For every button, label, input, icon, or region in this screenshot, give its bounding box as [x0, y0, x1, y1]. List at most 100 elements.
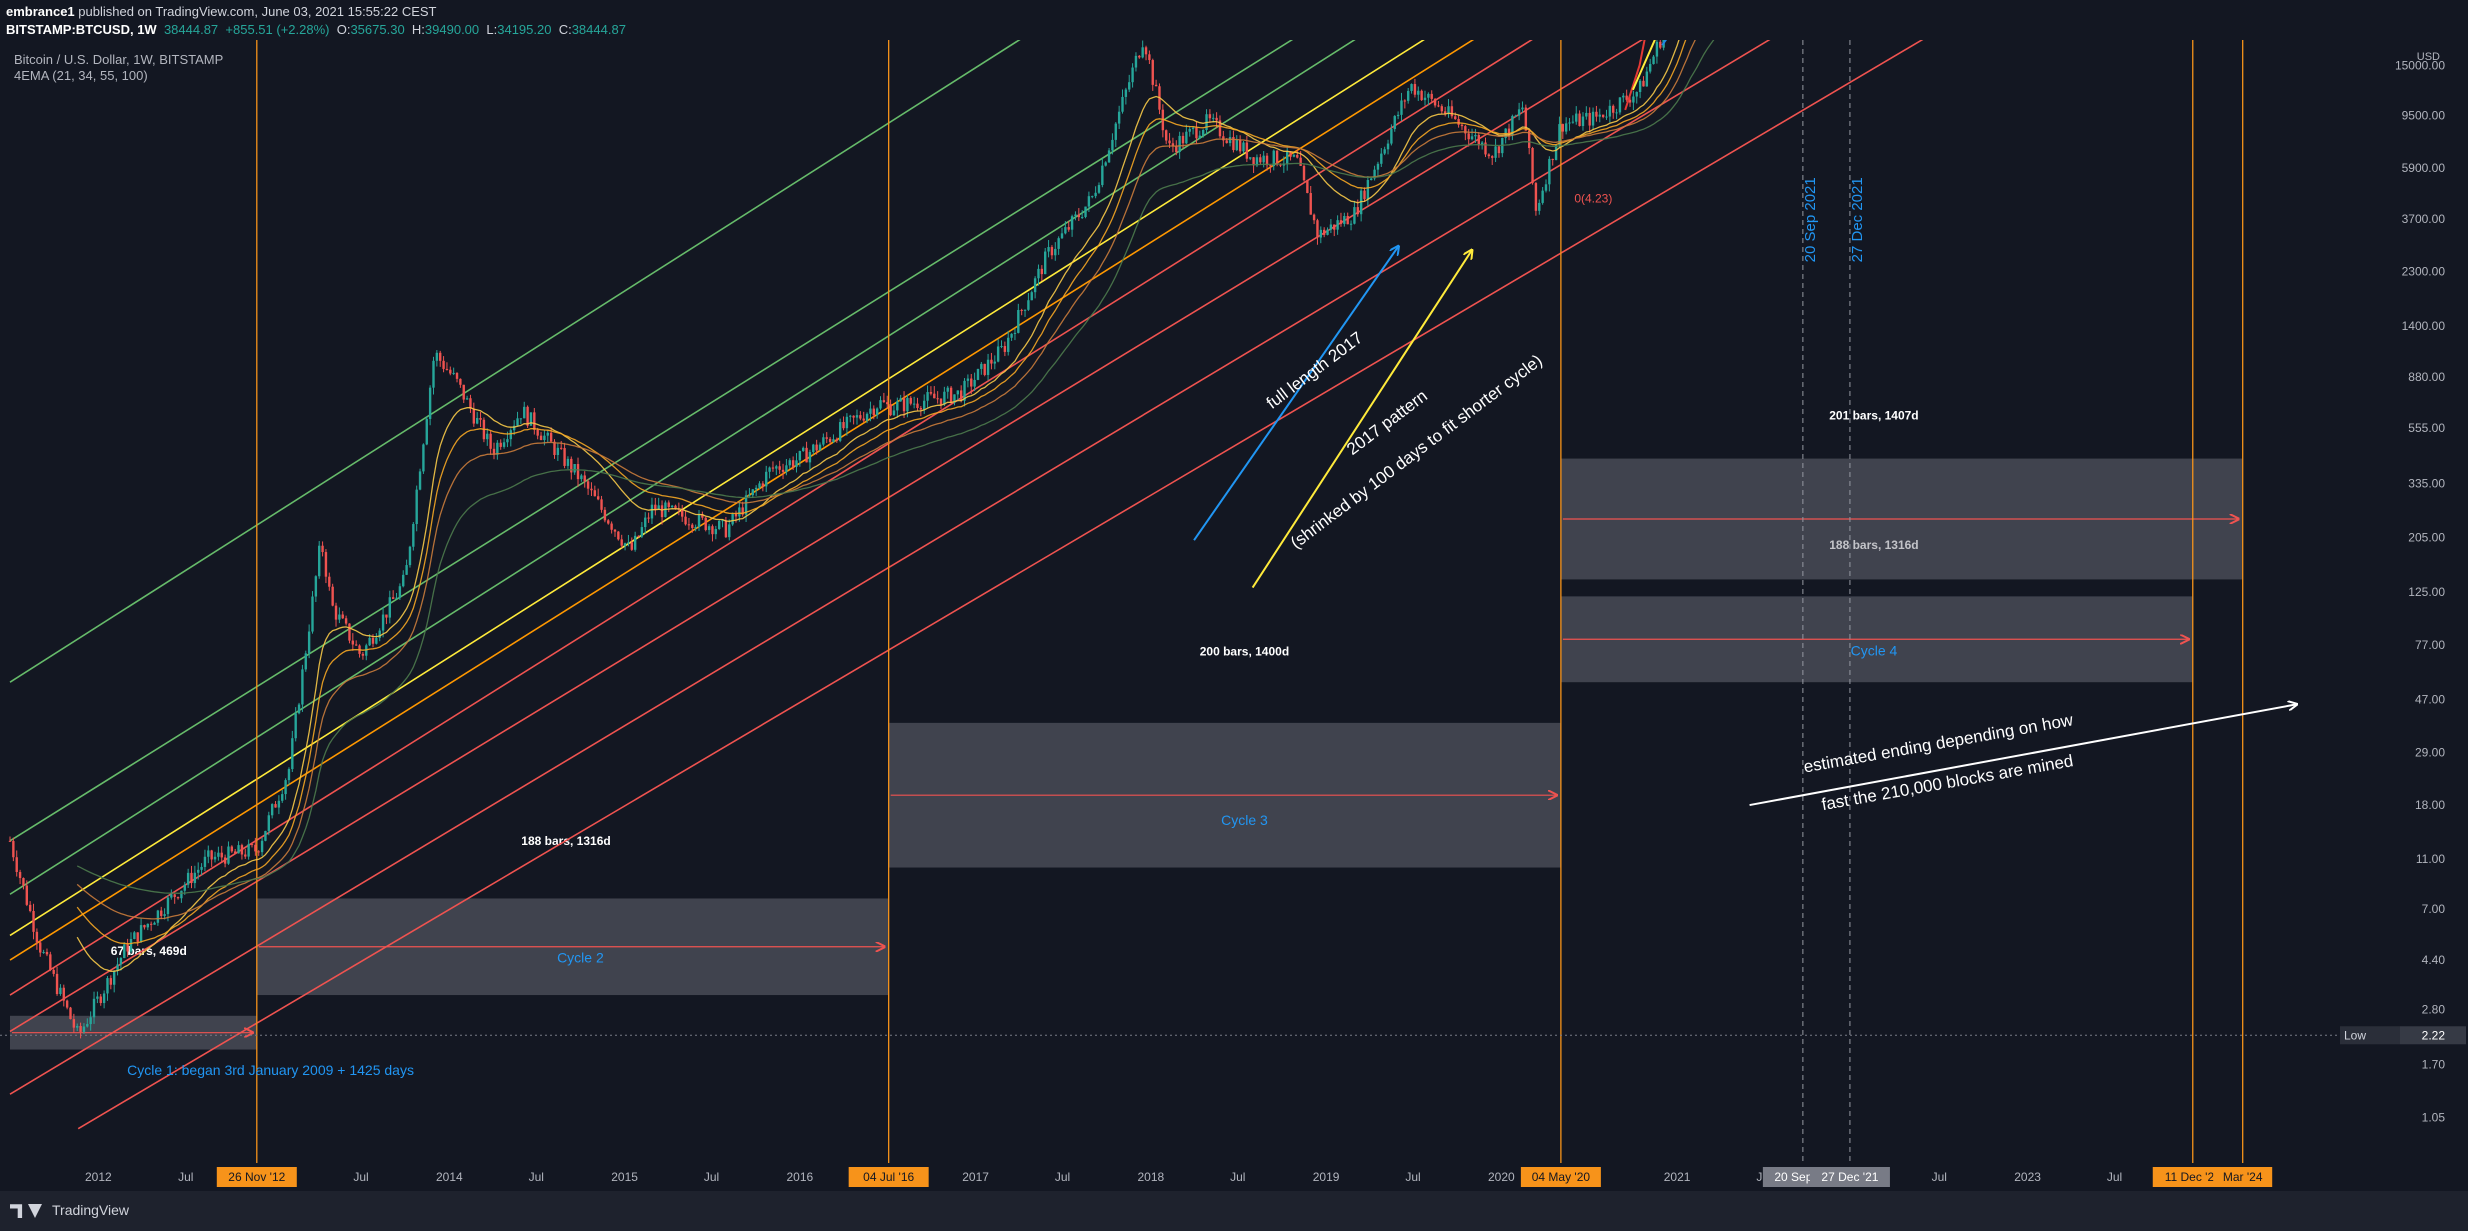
candle-body — [381, 614, 385, 631]
candle-body — [1003, 346, 1007, 352]
candle-body — [1454, 116, 1457, 120]
tradingview-logo[interactable]: TradingView — [10, 1202, 129, 1219]
candle-body — [213, 856, 217, 860]
candle-body — [697, 514, 701, 527]
candle-body — [371, 637, 375, 644]
cycle-date-badge: 04 May '20 — [1532, 1170, 1591, 1184]
candle-body — [556, 447, 560, 455]
candle-body — [549, 432, 553, 442]
candle-body — [785, 465, 788, 472]
price-tick-label: 125.00 — [2408, 585, 2445, 599]
candle-body — [1094, 192, 1097, 197]
candle-body — [220, 852, 223, 858]
candle-body — [1299, 157, 1302, 166]
candle-body — [72, 1019, 76, 1028]
candle-body — [1390, 129, 1393, 144]
candle-body — [1380, 153, 1383, 164]
candle-body — [576, 464, 580, 480]
candle-body — [1591, 111, 1595, 126]
candle-body — [976, 368, 980, 380]
candle-body — [580, 475, 583, 480]
chart-pane[interactable]: 67 bars, 469d 188 bars, 1316d 200 bars, 14… — [0, 40, 2468, 1191]
price-axis-bg — [2340, 40, 2468, 1163]
candle-body — [1047, 247, 1050, 252]
candle-body — [560, 447, 563, 449]
candle-body — [284, 780, 287, 795]
price-tick-label: 29.00 — [2415, 746, 2445, 760]
candle-body — [613, 529, 617, 532]
candle-body — [489, 433, 492, 449]
candle-body — [849, 415, 852, 417]
candle-body — [1386, 143, 1390, 150]
candle-body — [1581, 116, 1585, 127]
candle-body — [301, 669, 304, 705]
projection-date-label: 20 Sep 2021 — [1802, 177, 1819, 262]
candle-body — [1168, 140, 1171, 144]
candle-body — [980, 363, 983, 369]
candle-body — [402, 574, 405, 587]
candle-body — [1040, 268, 1044, 275]
candle-body — [1659, 41, 1662, 48]
candle-body — [32, 910, 35, 932]
candle-body — [1010, 333, 1013, 338]
candle-body — [1259, 157, 1262, 163]
candle-body — [926, 392, 929, 401]
candle-body — [344, 618, 348, 624]
candle-body — [398, 586, 402, 598]
candle-body — [879, 400, 882, 409]
candle-body — [617, 531, 620, 540]
annotation-arrow — [1193, 246, 1399, 541]
range-label: 67 bars, 469d — [111, 944, 187, 958]
time-tick-label: Jul — [1932, 1170, 1947, 1184]
candle-body — [553, 441, 556, 455]
candle-body — [714, 528, 718, 535]
candle-body — [1514, 115, 1517, 117]
time-tick-label: 2023 — [2014, 1170, 2041, 1184]
candle-body — [133, 932, 136, 939]
high-value: 39490.00 — [424, 22, 480, 37]
candle-body — [153, 922, 156, 925]
candle-body — [422, 444, 425, 472]
author-name[interactable]: embrance1 — [6, 4, 75, 19]
candle-body — [149, 923, 153, 925]
candle-body — [909, 397, 912, 404]
candle-body — [771, 467, 775, 469]
candle-body — [1074, 214, 1077, 217]
candle-body — [1524, 107, 1528, 131]
candle-body — [1598, 114, 1601, 117]
candle-body — [496, 442, 499, 455]
candle-body — [348, 623, 351, 641]
candle-body — [405, 565, 408, 575]
candle-body — [465, 398, 469, 400]
open-value: 35675.30 — [350, 22, 405, 37]
candle-body — [899, 398, 902, 402]
candle-body — [852, 415, 855, 418]
candle-body — [1437, 105, 1440, 107]
ema-line-34 — [76, 40, 1687, 945]
candle-body — [1128, 82, 1131, 90]
candle-body — [986, 359, 990, 375]
low-label: L: — [486, 22, 498, 37]
candle-body — [1554, 144, 1558, 160]
candle-body — [86, 1024, 89, 1027]
candle-body — [744, 495, 748, 515]
candle-body — [1175, 146, 1178, 153]
high-label: H: — [411, 22, 425, 37]
price-chart[interactable]: 67 bars, 469d 188 bars, 1316d 200 bars, 14… — [0, 40, 2468, 1191]
legend-indicator[interactable]: 4EMA (21, 34, 55, 100) — [14, 68, 148, 83]
candle-body — [1403, 100, 1407, 102]
candle-body — [603, 509, 607, 521]
candle-body — [1124, 89, 1128, 97]
candle-body — [953, 394, 956, 403]
candle-body — [439, 352, 442, 361]
candle-body — [681, 509, 684, 517]
candle-body — [862, 418, 865, 421]
candle-body — [1060, 233, 1064, 239]
candle-body — [1228, 137, 1232, 144]
candle-body — [1121, 96, 1124, 112]
candle-body — [1064, 227, 1067, 234]
price-tick-label: 4.40 — [2422, 953, 2446, 967]
candle-body — [89, 1017, 92, 1025]
candle-body — [217, 852, 220, 857]
candle-body — [203, 856, 207, 867]
